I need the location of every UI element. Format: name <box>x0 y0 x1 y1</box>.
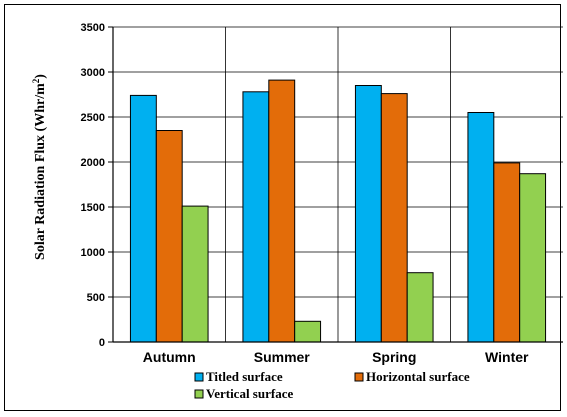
y-tick-label: 1000 <box>81 247 105 259</box>
legend-label: Titled surface <box>206 369 283 384</box>
x-tick-labels: Autumn Summer Spring Winter <box>143 349 529 365</box>
chart-legend: Titled surface Horizontal surface Vertical… <box>194 369 470 401</box>
bar-spring-1 <box>354 85 382 343</box>
bar-autumn-1 <box>129 94 157 343</box>
bar-summer-1 <box>242 91 270 343</box>
y-tick-label: 2500 <box>81 112 105 124</box>
bar-summer-2 <box>268 79 296 343</box>
legend-label: Vertical surface <box>206 386 293 401</box>
y-axis-label-superscript: 2 <box>31 78 41 83</box>
x-tick-label: Summer <box>254 349 311 365</box>
chart-axes <box>108 26 563 343</box>
y-tick-label: 2000 <box>81 157 105 169</box>
x-tick-label: Autumn <box>143 349 196 365</box>
y-axis-label-main: Solar Radiation Flux (Whr/m <box>33 83 48 260</box>
bar-autumn-3 <box>181 205 209 343</box>
y-axis-label-suffix: ) <box>33 74 48 79</box>
bar-spring-2 <box>380 93 408 343</box>
bar-summer-3 <box>294 320 322 343</box>
legend-swatch <box>194 389 204 399</box>
y-tick-label: 3500 <box>81 22 105 34</box>
x-tick-label: Spring <box>372 349 416 365</box>
y-tick-label: 1500 <box>81 202 105 214</box>
y-tick-label: 3000 <box>81 67 105 79</box>
x-tick-label: Winter <box>485 349 529 365</box>
legend-label: Horizontal surface <box>366 369 470 384</box>
y-axis-label: Solar Radiation Flux (Whr/m2) <box>31 74 48 260</box>
bar-spring-3 <box>406 272 434 343</box>
bar-autumn-2 <box>155 130 183 343</box>
legend-swatch <box>354 372 364 382</box>
bar-winter-2 <box>493 162 521 343</box>
y-tick-label: 500 <box>87 292 105 304</box>
legend-swatch <box>194 372 204 382</box>
y-tick-label: 0 <box>99 337 105 349</box>
bar-winter-3 <box>519 173 547 343</box>
bar-winter-1 <box>467 112 495 343</box>
y-tick-labels: 0 500 1000 1500 2000 2500 3000 3500 <box>81 22 105 349</box>
